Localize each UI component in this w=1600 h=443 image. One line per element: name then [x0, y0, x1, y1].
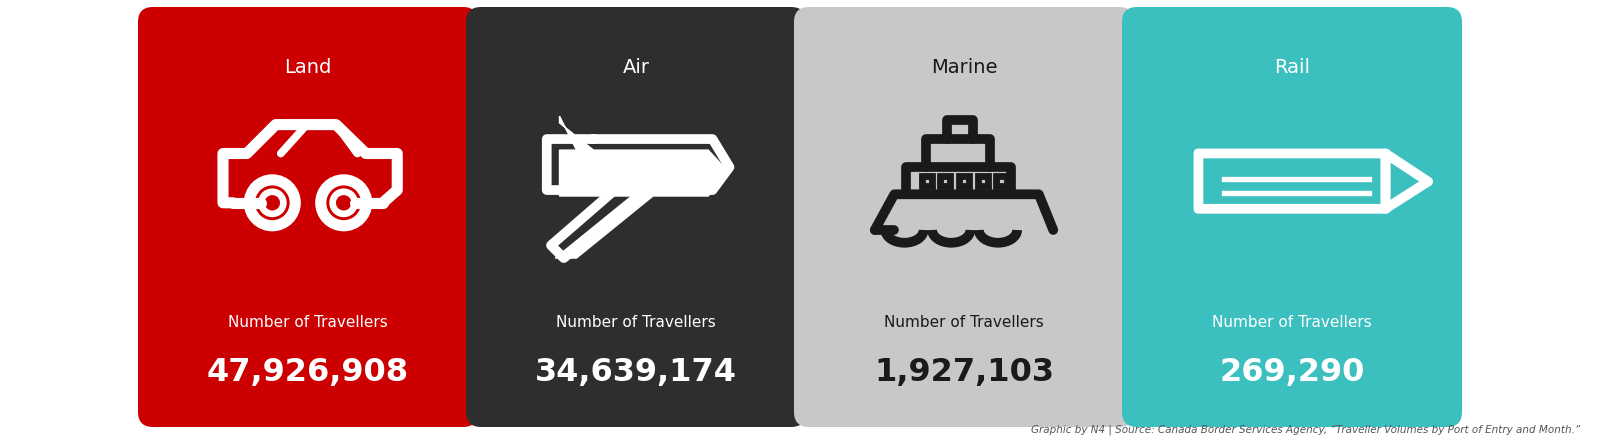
Text: Number of Travellers: Number of Travellers — [885, 315, 1043, 330]
Text: Land: Land — [285, 58, 331, 77]
Text: Number of Travellers: Number of Travellers — [1213, 315, 1371, 330]
Text: Number of Travellers: Number of Travellers — [229, 315, 387, 330]
Bar — [958, 175, 970, 186]
Text: 1,927,103: 1,927,103 — [874, 358, 1054, 389]
Polygon shape — [555, 196, 653, 258]
Text: Rail: Rail — [1274, 58, 1310, 77]
Bar — [978, 175, 987, 186]
FancyBboxPatch shape — [794, 7, 1134, 427]
Text: 269,290: 269,290 — [1219, 358, 1365, 389]
FancyBboxPatch shape — [466, 7, 806, 427]
Text: Graphic by N4 | Source: Canada Border Services Agency, “Traveller Volumes by Por: Graphic by N4 | Source: Canada Border Se… — [1030, 424, 1581, 435]
Bar — [997, 175, 1006, 186]
FancyBboxPatch shape — [1122, 7, 1462, 427]
Text: Number of Travellers: Number of Travellers — [557, 315, 715, 330]
Text: Marine: Marine — [931, 58, 997, 77]
Polygon shape — [560, 150, 730, 196]
Text: 34,639,174: 34,639,174 — [534, 358, 738, 389]
FancyBboxPatch shape — [138, 7, 478, 427]
Bar — [922, 175, 931, 186]
Polygon shape — [560, 116, 594, 150]
Bar — [941, 175, 950, 186]
Text: Air: Air — [622, 58, 650, 77]
Text: 47,926,908: 47,926,908 — [206, 358, 410, 389]
